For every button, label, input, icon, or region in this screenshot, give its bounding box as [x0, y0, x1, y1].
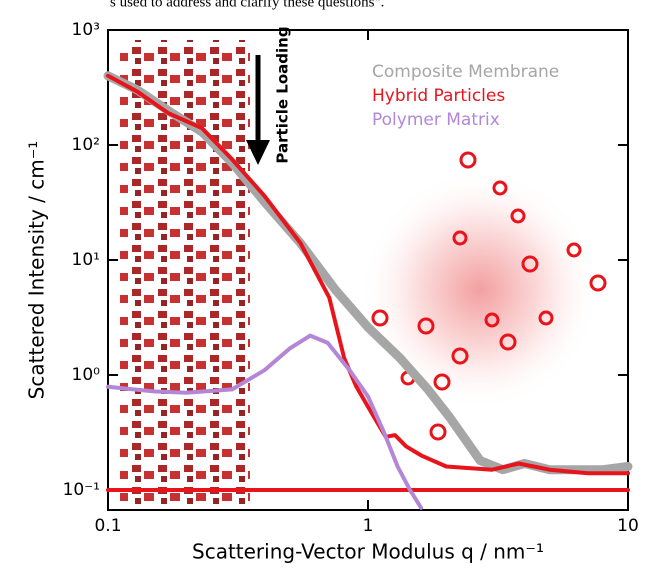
x-axis-title: Scattering-Vector Modulus q / nm⁻¹	[192, 540, 544, 564]
x-tick-label: 0.1	[94, 516, 121, 536]
y-tick-label: 10²	[72, 135, 100, 155]
y-tick-label: 10³	[72, 20, 100, 40]
legend-entry: Polymer Matrix	[372, 110, 500, 130]
legend-entry: Hybrid Particles	[372, 86, 505, 106]
annotation: Particle Loading	[274, 26, 292, 163]
y-tick-label: 10¹	[72, 250, 100, 270]
micrograph-inset	[120, 40, 250, 505]
annotation-arrowhead	[246, 140, 270, 165]
particle-illustration	[360, 170, 600, 410]
caption-fragment: s used to address and clarify these ques…	[110, 0, 384, 10]
x-tick-label: 1	[363, 516, 374, 536]
series-line	[106, 73, 630, 476]
series-line	[106, 333, 424, 510]
particle-rings	[371, 151, 607, 441]
y-tick-label: 10⁻¹	[63, 480, 100, 500]
y-axis-title: Scattered Intensity / cm⁻¹	[25, 141, 49, 400]
x-tick-label: 10	[617, 516, 639, 536]
legend-entry: Composite Membrane	[372, 62, 559, 82]
y-tick-label: 10⁰	[72, 365, 101, 385]
